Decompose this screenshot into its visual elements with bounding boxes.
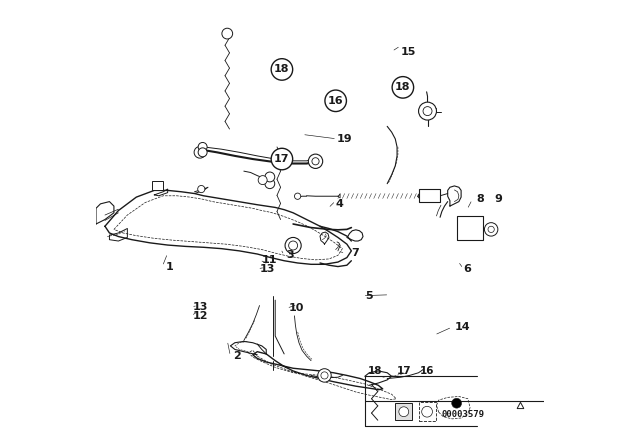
Bar — [152, 181, 163, 190]
Circle shape — [265, 172, 275, 182]
Text: 16: 16 — [420, 366, 435, 376]
Text: 14: 14 — [454, 322, 470, 332]
Text: 12: 12 — [192, 311, 208, 321]
Circle shape — [312, 158, 319, 165]
Text: 3: 3 — [287, 250, 294, 260]
Text: 13: 13 — [260, 264, 275, 274]
Bar — [419, 189, 440, 202]
FancyBboxPatch shape — [396, 403, 412, 420]
Circle shape — [321, 372, 328, 379]
Text: 7: 7 — [351, 248, 359, 258]
Circle shape — [392, 77, 413, 98]
Text: 6: 6 — [463, 264, 471, 274]
Circle shape — [198, 142, 207, 151]
Circle shape — [325, 90, 346, 112]
Bar — [457, 216, 483, 240]
Text: 4: 4 — [336, 199, 344, 209]
Text: 11: 11 — [262, 255, 277, 265]
Text: 2: 2 — [233, 351, 241, 361]
Circle shape — [422, 406, 433, 417]
Circle shape — [308, 154, 323, 168]
Text: 18: 18 — [395, 82, 411, 92]
Circle shape — [452, 398, 461, 408]
Circle shape — [194, 146, 206, 158]
Circle shape — [258, 176, 267, 185]
Circle shape — [399, 407, 409, 417]
Text: 18: 18 — [274, 65, 290, 74]
Circle shape — [285, 237, 301, 254]
Text: 1: 1 — [165, 262, 173, 271]
Circle shape — [198, 185, 205, 193]
Circle shape — [488, 226, 494, 233]
Text: 8: 8 — [477, 194, 484, 204]
Circle shape — [198, 148, 207, 157]
Text: 00003579: 00003579 — [442, 410, 485, 419]
Text: 16: 16 — [328, 96, 344, 106]
Circle shape — [289, 241, 298, 250]
Circle shape — [317, 369, 332, 382]
Circle shape — [484, 223, 498, 236]
Text: 18: 18 — [367, 366, 382, 376]
Text: 17: 17 — [274, 154, 290, 164]
Text: 15: 15 — [401, 47, 416, 56]
Circle shape — [294, 193, 301, 199]
Circle shape — [271, 148, 292, 170]
Text: 17: 17 — [396, 366, 411, 376]
Text: 19: 19 — [337, 134, 353, 144]
Text: 13: 13 — [192, 302, 208, 312]
Circle shape — [419, 102, 436, 120]
Text: 5: 5 — [365, 291, 372, 301]
Circle shape — [423, 107, 432, 116]
Circle shape — [271, 59, 292, 80]
Circle shape — [265, 179, 275, 189]
Circle shape — [222, 28, 233, 39]
Text: 9: 9 — [495, 194, 502, 204]
Polygon shape — [517, 402, 524, 409]
FancyBboxPatch shape — [419, 402, 436, 421]
Text: 10: 10 — [289, 303, 304, 313]
